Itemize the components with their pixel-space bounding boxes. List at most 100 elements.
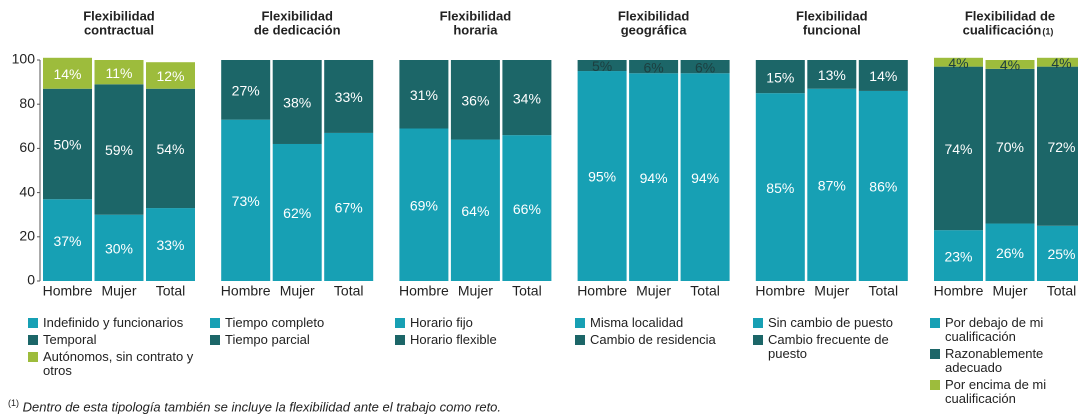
x-tick-label: Total xyxy=(690,283,720,299)
value-label: 13% xyxy=(818,67,846,83)
legend-label: Sin cambio de puesto xyxy=(768,315,894,330)
legend-swatch xyxy=(28,352,38,362)
x-tick-label: Mujer xyxy=(636,283,671,299)
value-label: 67% xyxy=(335,200,363,216)
bar-segment xyxy=(43,199,92,281)
value-label: 87% xyxy=(818,178,846,194)
bar-segment xyxy=(755,60,805,94)
panel-title: contractual xyxy=(84,22,154,37)
x-tick-label: Hombre xyxy=(399,283,449,299)
legend-item: Autónomos, sin contrato y otros xyxy=(28,350,198,378)
legend: Tiempo completo Tiempo parcial xyxy=(210,316,380,347)
bar-segment xyxy=(399,60,449,129)
footnote-text: Dentro de esta tipología también se incl… xyxy=(22,399,502,415)
panel-title: cualificación xyxy=(963,22,1042,37)
panel-title: de dedicación xyxy=(254,22,341,37)
bar-segment xyxy=(146,208,195,281)
legend: Por debajo de mi cualificación Razonablem… xyxy=(930,316,1070,406)
bar-segment xyxy=(629,73,679,281)
footnote: (1) Dentro de esta tipología también se … xyxy=(8,398,501,414)
x-tick-label: Hombre xyxy=(934,283,984,299)
value-label: 23% xyxy=(944,248,972,264)
value-label: 6% xyxy=(695,59,715,75)
legend-item: Por debajo de mi cualificación xyxy=(930,316,1070,344)
y-tick-label: 0 xyxy=(27,272,35,288)
bar-segment xyxy=(629,60,679,74)
legend-label: Cambio de residencia xyxy=(590,332,716,347)
bar-segment xyxy=(399,128,449,281)
panel-title: horaria xyxy=(453,22,498,37)
value-label: 94% xyxy=(640,170,668,186)
value-label: 27% xyxy=(232,83,260,99)
value-label: 69% xyxy=(410,197,438,213)
legend: Sin cambio de puesto Cambio frecuente de … xyxy=(753,316,923,361)
value-label: 31% xyxy=(410,87,438,103)
value-label: 38% xyxy=(283,95,311,111)
value-label: 62% xyxy=(283,205,311,221)
bar-segment xyxy=(934,57,983,67)
bar-segment xyxy=(502,135,552,281)
value-label: 4% xyxy=(1051,55,1071,71)
y-tick-label: 60 xyxy=(19,139,35,155)
legend-item: Por encima de mi cualificación xyxy=(930,378,1070,406)
value-label: 34% xyxy=(513,90,541,106)
value-label: 73% xyxy=(232,193,260,209)
legend-swatch xyxy=(210,318,220,328)
bar-segment xyxy=(502,60,552,136)
bar-segment xyxy=(1037,225,1078,281)
legend-swatch xyxy=(930,380,940,390)
legend-swatch xyxy=(575,335,585,345)
value-label: 37% xyxy=(53,233,81,249)
x-tick-label: Total xyxy=(334,283,364,299)
legend-label: Horario fijo xyxy=(410,315,473,330)
bar-segment xyxy=(450,60,500,140)
y-tick-label: 80 xyxy=(19,95,35,111)
legend-label: Razonablemente adecuado xyxy=(945,346,1044,375)
panel-title: funcional xyxy=(803,22,861,37)
panel-title: Flexibilidad xyxy=(618,8,690,23)
bar-segment xyxy=(577,71,627,281)
legend-item: Horario fijo xyxy=(395,316,565,330)
panel-title: Flexibilidad de xyxy=(965,8,1055,23)
legend-swatch xyxy=(753,335,763,345)
x-tick-label: Mujer xyxy=(280,283,315,299)
bar-segment xyxy=(450,139,500,281)
legend-label: Por debajo de mi cualificación xyxy=(945,315,1044,344)
bar-segment xyxy=(324,132,374,281)
value-label: 59% xyxy=(105,142,133,158)
x-tick-label: Hombre xyxy=(755,283,805,299)
value-label: 11% xyxy=(106,65,133,81)
legend-swatch xyxy=(28,335,38,345)
legend-label: Temporal xyxy=(43,332,97,347)
value-label: 25% xyxy=(1047,246,1075,262)
legend-swatch xyxy=(575,318,585,328)
x-tick-label: Mujer xyxy=(101,283,136,299)
x-tick-label: Total xyxy=(1047,283,1077,299)
legend-swatch xyxy=(930,349,940,359)
x-tick-label: Hombre xyxy=(221,283,271,299)
value-label: 12% xyxy=(156,68,184,84)
bar-segment xyxy=(221,119,271,281)
bar-segment xyxy=(272,60,322,144)
legend-item: Temporal xyxy=(28,333,198,347)
value-label: 14% xyxy=(53,66,81,82)
legend-item: Horario flexible xyxy=(395,333,565,347)
legend-label: Tiempo completo xyxy=(225,315,325,330)
value-label: 4% xyxy=(948,55,968,71)
value-label: 5% xyxy=(592,58,612,74)
bar-segment xyxy=(934,66,983,231)
footnote-marker: (1) xyxy=(8,398,19,408)
panel-title: geográfica xyxy=(621,22,688,37)
y-tick-label: 20 xyxy=(19,228,35,244)
bar-segment xyxy=(94,84,144,215)
bar-segment xyxy=(807,88,857,281)
bar-segment xyxy=(324,60,374,133)
panel-title: Flexibilidad xyxy=(83,8,155,23)
bar-segment xyxy=(985,223,1035,281)
value-label: 70% xyxy=(996,139,1024,155)
legend-label: Horario flexible xyxy=(410,332,497,347)
value-label: 33% xyxy=(335,89,363,105)
value-label: 33% xyxy=(156,237,184,253)
